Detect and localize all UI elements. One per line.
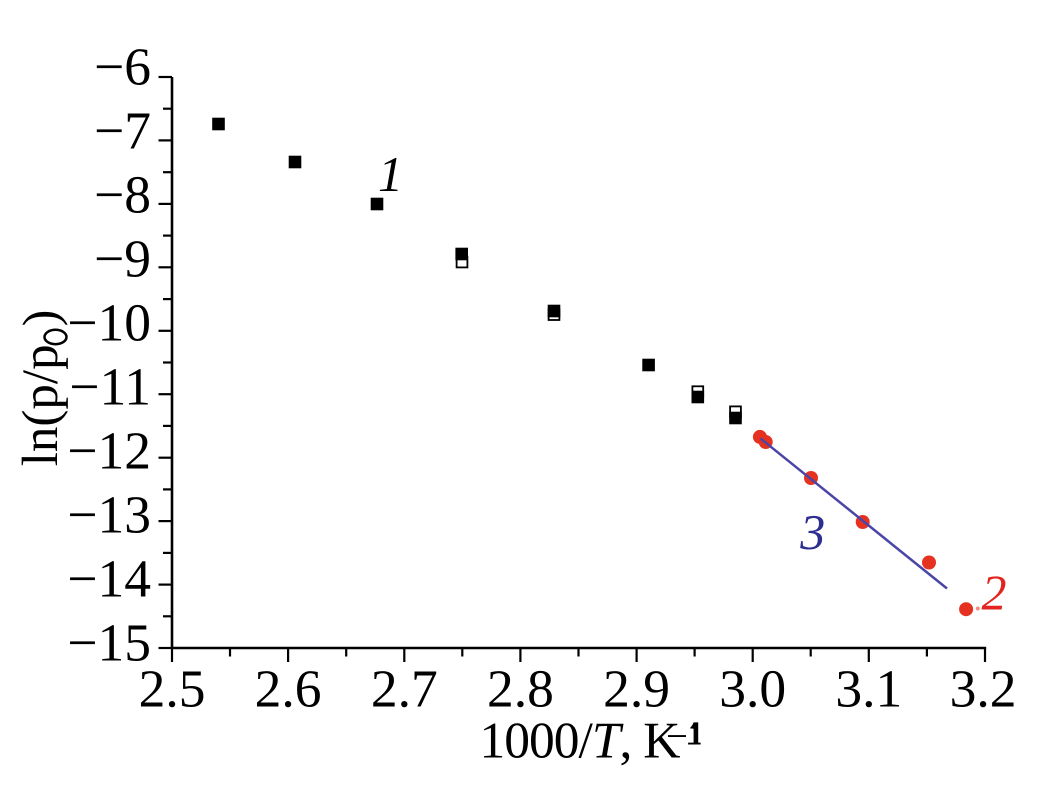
svg-text:2.5: 2.5 — [139, 659, 206, 719]
svg-text:2.7: 2.7 — [371, 659, 438, 719]
svg-text:2.8: 2.8 — [487, 659, 554, 719]
svg-text:−9: −9 — [94, 229, 151, 289]
svg-text:−13: −13 — [67, 485, 151, 545]
svg-text:1: 1 — [378, 146, 403, 202]
svg-text:−6: −6 — [94, 37, 151, 97]
svg-text:1000/T, K−1: 1000/T, K−1 — [480, 713, 711, 770]
svg-text:−14: −14 — [67, 549, 151, 609]
svg-text:3.2: 3.2 — [950, 659, 1017, 719]
svg-text:−7: −7 — [94, 101, 151, 161]
svg-text:3.0: 3.0 — [719, 659, 786, 719]
svg-text:−8: −8 — [94, 165, 151, 225]
svg-text:−12: −12 — [67, 421, 151, 481]
svg-text:3: 3 — [799, 504, 825, 560]
svg-text:2.9: 2.9 — [603, 659, 670, 719]
svg-text:2.6: 2.6 — [255, 659, 322, 719]
svg-text:−10: −10 — [67, 293, 151, 353]
svg-text:2: 2 — [982, 565, 1007, 621]
svg-text:−15: −15 — [67, 613, 151, 673]
svg-text:3.1: 3.1 — [835, 659, 902, 719]
svg-text:−11: −11 — [69, 357, 151, 417]
